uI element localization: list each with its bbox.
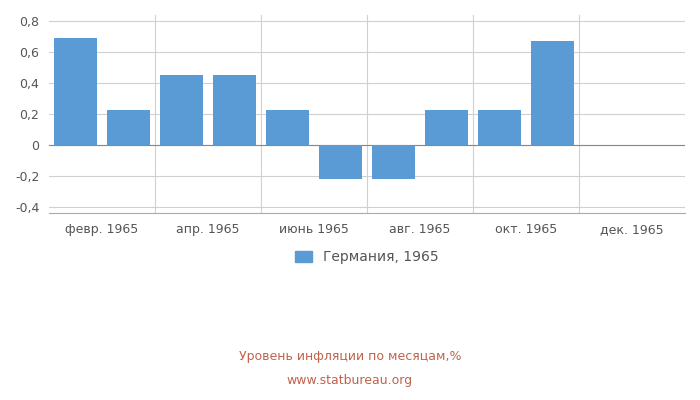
Bar [107,110,150,145]
Bar [267,110,309,145]
Bar [478,110,521,145]
Text: Уровень инфляции по месяцам,%: Уровень инфляции по месяцам,% [239,350,461,363]
Bar [214,76,256,145]
Bar [160,76,203,145]
Bar [319,145,362,179]
Legend: Германия, 1965: Германия, 1965 [290,245,444,270]
Bar [372,145,414,179]
Bar [531,41,574,145]
Text: www.statbureau.org: www.statbureau.org [287,374,413,387]
Bar [426,110,468,145]
Bar [55,38,97,145]
